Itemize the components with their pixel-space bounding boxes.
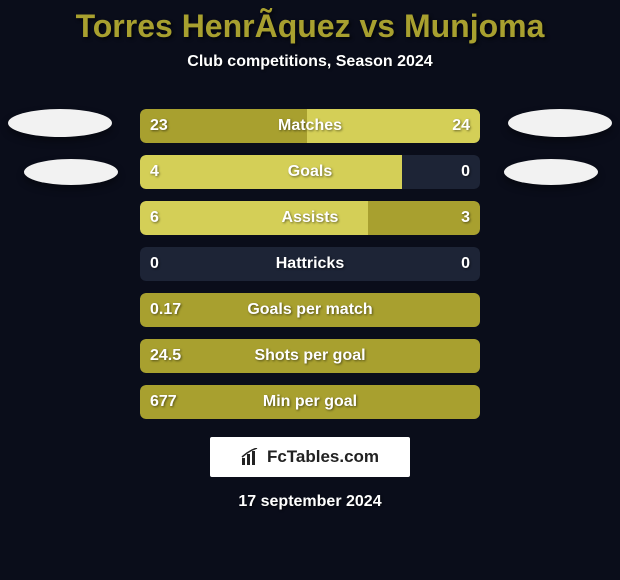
stat-value-right: 0 <box>461 155 470 189</box>
stat-label: Goals <box>140 155 480 189</box>
chart-icon <box>241 448 261 466</box>
avatar-placeholder <box>24 159 118 185</box>
comparison-chart: 23Matches244Goals06Assists30Hattricks00.… <box>0 109 620 419</box>
stat-row: 4Goals0 <box>140 155 480 189</box>
date-label: 17 september 2024 <box>0 493 620 511</box>
stat-row: 0Hattricks0 <box>140 247 480 281</box>
stat-label: Hattricks <box>140 247 480 281</box>
stat-label: Goals per match <box>140 293 480 327</box>
stat-row: 23Matches24 <box>140 109 480 143</box>
stat-value-right: 3 <box>461 201 470 235</box>
stat-row: 24.5Shots per goal <box>140 339 480 373</box>
page-title: Torres HenrÃ­quez vs Munjoma <box>0 0 620 45</box>
watermark: FcTables.com <box>210 437 410 477</box>
avatar-placeholder <box>8 109 112 137</box>
stat-label: Shots per goal <box>140 339 480 373</box>
stat-value-right: 0 <box>461 247 470 281</box>
page-subtitle: Club competitions, Season 2024 <box>0 53 620 71</box>
stat-value-right: 24 <box>452 109 470 143</box>
stat-row: 0.17Goals per match <box>140 293 480 327</box>
stat-row: 6Assists3 <box>140 201 480 235</box>
watermark-text: FcTables.com <box>267 447 379 467</box>
stat-label: Matches <box>140 109 480 143</box>
stat-label: Assists <box>140 201 480 235</box>
avatar-placeholder <box>508 109 612 137</box>
stat-row: 677Min per goal <box>140 385 480 419</box>
stat-label: Min per goal <box>140 385 480 419</box>
avatar-placeholder <box>504 159 598 185</box>
